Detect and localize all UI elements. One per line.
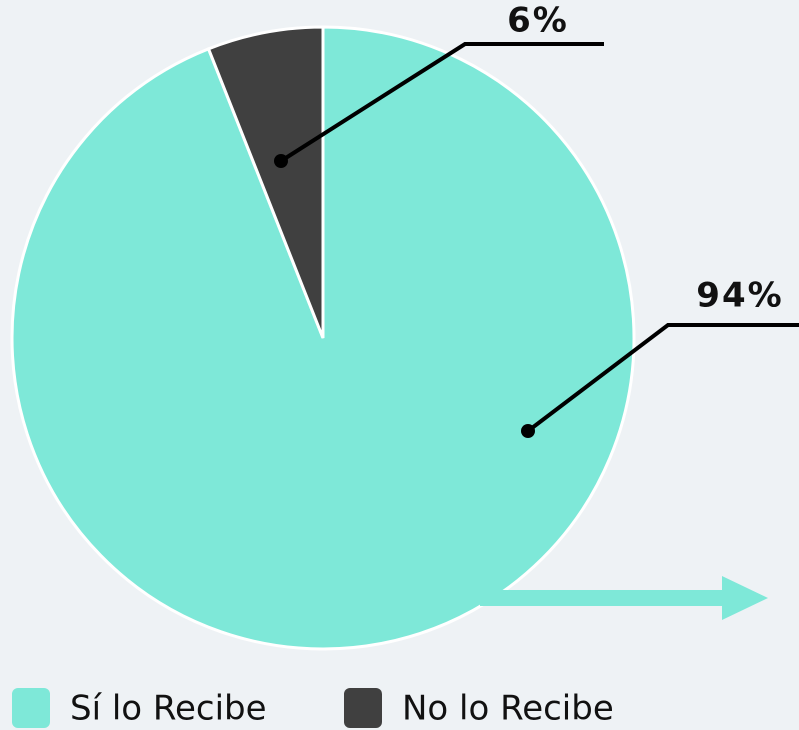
arrow-shaft bbox=[480, 590, 725, 606]
legend-label: Sí lo Recibe bbox=[70, 689, 267, 729]
legend-swatch bbox=[344, 688, 382, 728]
value-label: 94% bbox=[696, 276, 783, 316]
value-label: 6% bbox=[507, 1, 569, 41]
arrow bbox=[480, 576, 768, 620]
pie-slice bbox=[206, 25, 325, 339]
leader-line bbox=[279, 42, 604, 163]
arrow-head bbox=[722, 576, 768, 620]
legend-label: No lo Recibe bbox=[402, 689, 614, 729]
leader-line bbox=[526, 323, 799, 433]
leader-dot bbox=[274, 154, 288, 168]
legend-swatch bbox=[12, 688, 50, 728]
leader-dot bbox=[521, 424, 535, 438]
slices bbox=[10, 25, 636, 651]
